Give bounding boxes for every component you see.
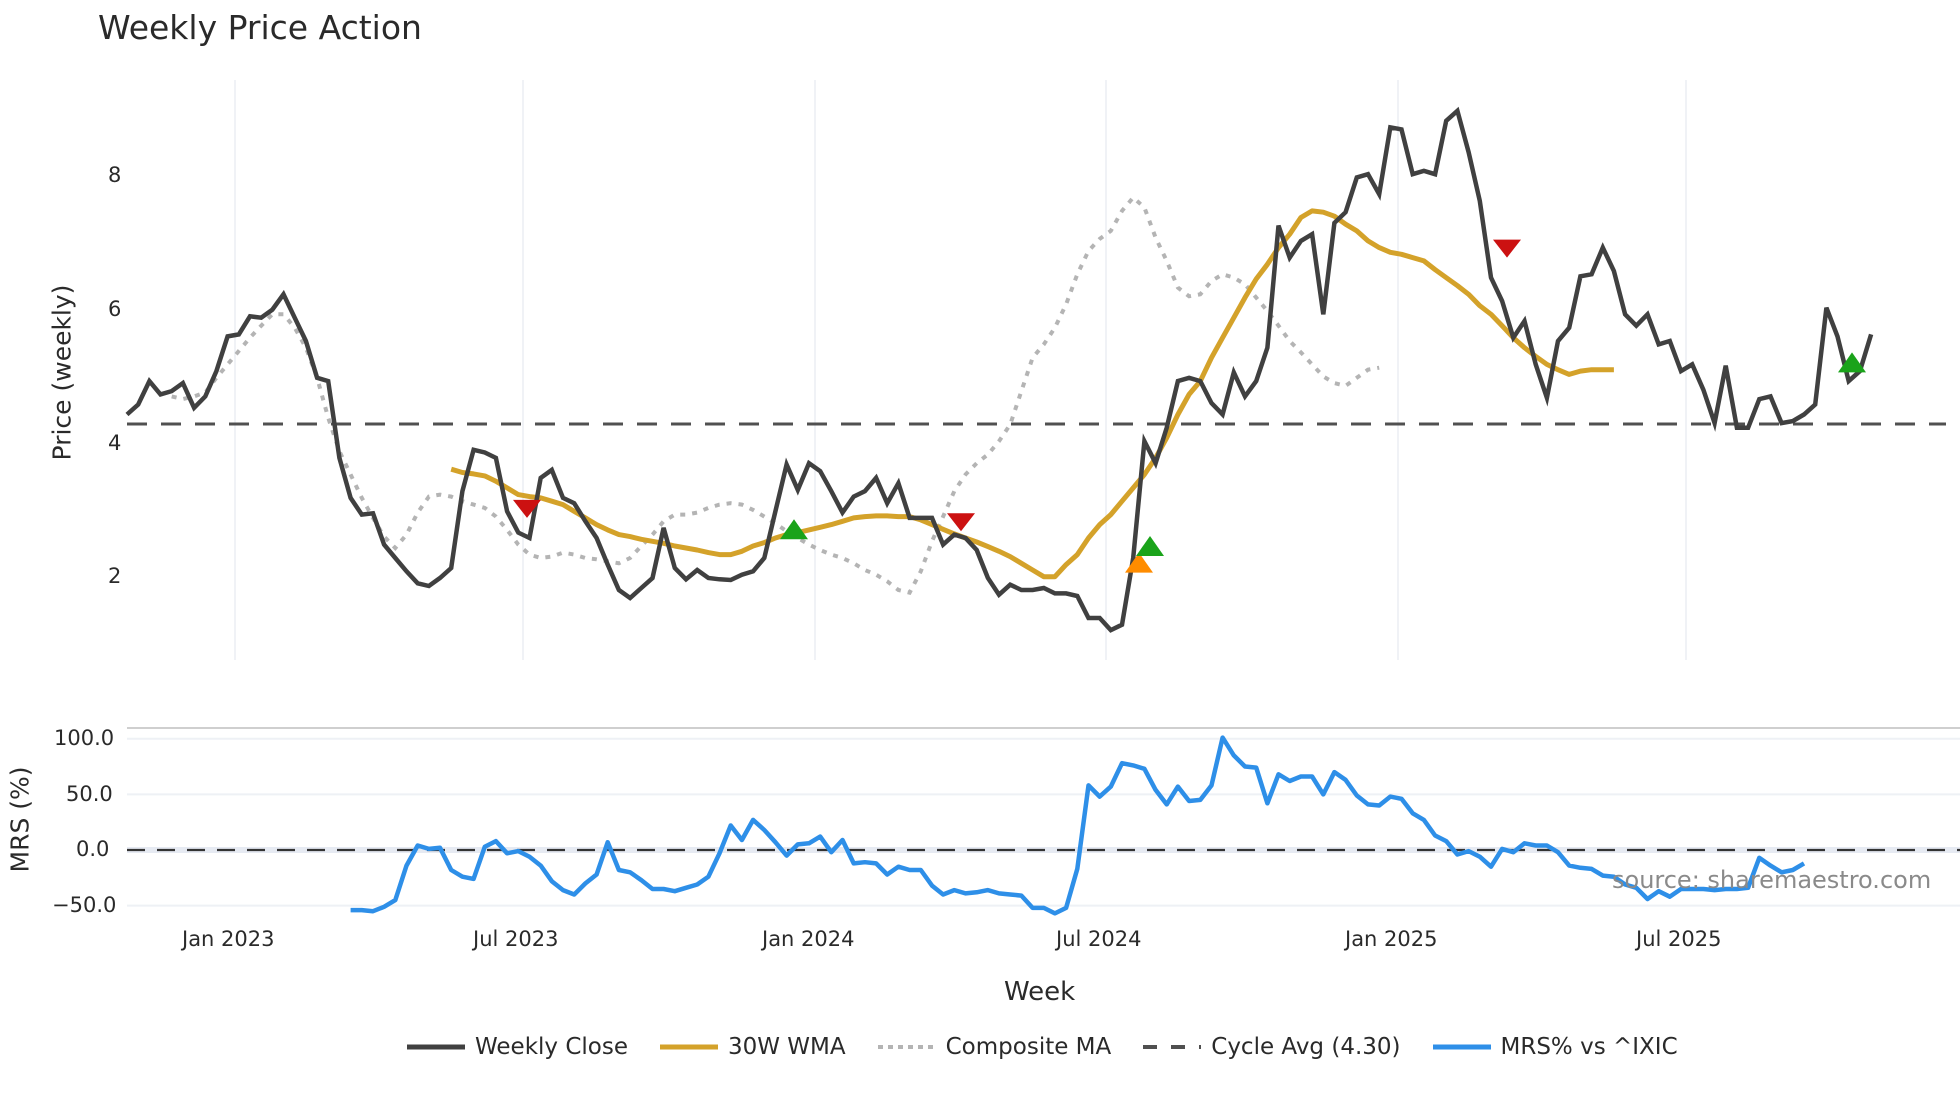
- x-tick: Jul 2023: [473, 927, 559, 951]
- weekly-close-line: [125, 106, 1874, 633]
- buy-signal-triangle-icon: [780, 519, 808, 540]
- legend-label: Cycle Avg (4.30): [1211, 1034, 1401, 1060]
- legend-label: Composite MA: [945, 1034, 1112, 1060]
- price-gridlines: [234, 80, 1687, 660]
- sell-signal-triangle-icon: [513, 499, 541, 518]
- x-tick: Jul 2025: [1636, 927, 1722, 951]
- signal-markers: [513, 239, 1866, 573]
- dotted-line-icon: [877, 1045, 936, 1049]
- legend: Weekly Close 30W WMA Composite MA Cycle …: [405, 1034, 1708, 1060]
- legend-label: MRS% vs ^IXIC: [1500, 1034, 1678, 1060]
- legend-item-wma[interactable]: 30W WMA: [658, 1034, 846, 1060]
- price-y-tick: 4: [108, 431, 122, 455]
- mrs-line: [350, 735, 1806, 916]
- solid-line-icon: [407, 1044, 465, 1050]
- chart-title: Weekly Price Action: [98, 8, 422, 47]
- price-y-tick: 2: [108, 564, 122, 588]
- solid-line-icon: [659, 1044, 718, 1050]
- sell-signal-triangle-icon: [947, 513, 975, 532]
- price-y-tick: 8: [108, 163, 122, 187]
- mrs-y-tick: −50.0: [52, 893, 117, 917]
- x-tick: Jan 2025: [1345, 927, 1438, 951]
- buy-signal-triangle-icon: [1125, 552, 1153, 573]
- legend-item-cycle-avg[interactable]: Cycle Avg (4.30): [1141, 1034, 1401, 1060]
- legend-item-mrs[interactable]: MRS% vs ^IXIC: [1431, 1034, 1678, 1060]
- composite-ma-line: [171, 194, 1380, 596]
- legend-item-weekly-close[interactable]: Weekly Close: [405, 1034, 628, 1060]
- x-axis-title: Week: [1004, 977, 1076, 1007]
- x-tick: Jul 2024: [1056, 927, 1142, 951]
- x-tick: Jan 2024: [762, 927, 855, 951]
- wma-30w-line: [450, 208, 1614, 580]
- legend-item-composite-ma[interactable]: Composite MA: [876, 1034, 1112, 1060]
- mrs-y-tick: 50.0: [66, 782, 113, 806]
- source-watermark: source: sharemaestro.com: [1612, 866, 1932, 894]
- sell-signal-triangle-icon: [1493, 239, 1521, 258]
- legend-label: Weekly Close: [475, 1034, 628, 1060]
- dashed-line-icon: [1143, 1045, 1202, 1049]
- mrs-y-axis-title: MRS (%): [5, 766, 35, 873]
- buy-signal-triangle-icon: [1838, 352, 1866, 373]
- price-y-tick: 6: [108, 297, 122, 321]
- price-y-axis-title: Price (weekly): [47, 284, 77, 461]
- buy-signal-triangle-icon: [1136, 535, 1164, 556]
- legend-label: 30W WMA: [727, 1034, 846, 1060]
- mrs-y-tick: 100.0: [54, 726, 115, 750]
- mrs-y-tick: 0.0: [76, 837, 110, 861]
- x-tick: Jan 2023: [182, 927, 275, 951]
- solid-line-icon: [1432, 1044, 1491, 1050]
